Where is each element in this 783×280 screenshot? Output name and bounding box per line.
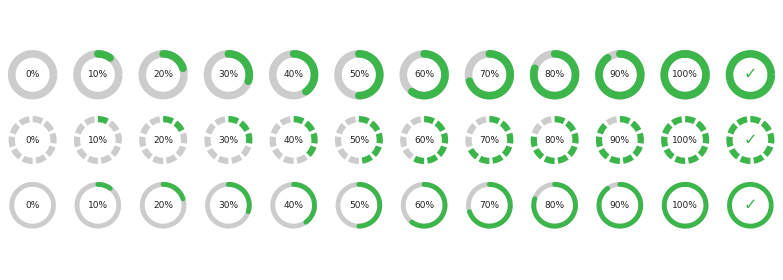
Text: 10%: 10% bbox=[88, 136, 108, 144]
Text: 0%: 0% bbox=[25, 136, 40, 144]
Text: 90%: 90% bbox=[610, 70, 630, 79]
Text: 100%: 100% bbox=[672, 70, 698, 79]
Text: 40%: 40% bbox=[283, 70, 304, 79]
Text: 30%: 30% bbox=[218, 70, 239, 79]
Text: 10%: 10% bbox=[88, 70, 108, 79]
Text: 40%: 40% bbox=[283, 201, 304, 210]
Text: 80%: 80% bbox=[544, 70, 565, 79]
Text: 80%: 80% bbox=[544, 136, 565, 144]
Text: 70%: 70% bbox=[479, 136, 500, 144]
Text: 20%: 20% bbox=[153, 201, 173, 210]
Text: 100%: 100% bbox=[672, 201, 698, 210]
Text: ✓: ✓ bbox=[744, 198, 757, 213]
Text: 20%: 20% bbox=[153, 70, 173, 79]
Text: ✓: ✓ bbox=[744, 132, 757, 148]
Text: 60%: 60% bbox=[414, 201, 435, 210]
Text: 100%: 100% bbox=[672, 136, 698, 144]
Text: 0%: 0% bbox=[25, 70, 40, 79]
Text: 40%: 40% bbox=[283, 136, 304, 144]
Text: 60%: 60% bbox=[414, 136, 435, 144]
Text: 50%: 50% bbox=[348, 70, 369, 79]
Text: 50%: 50% bbox=[348, 136, 369, 144]
Text: 60%: 60% bbox=[414, 70, 435, 79]
Text: 20%: 20% bbox=[153, 136, 173, 144]
Text: 30%: 30% bbox=[218, 136, 239, 144]
Text: 10%: 10% bbox=[88, 201, 108, 210]
Text: 30%: 30% bbox=[218, 201, 239, 210]
Text: 70%: 70% bbox=[479, 201, 500, 210]
Text: 90%: 90% bbox=[610, 201, 630, 210]
Text: 90%: 90% bbox=[610, 136, 630, 144]
Text: 0%: 0% bbox=[25, 201, 40, 210]
Text: 50%: 50% bbox=[348, 201, 369, 210]
Text: 80%: 80% bbox=[544, 201, 565, 210]
Text: ✓: ✓ bbox=[744, 67, 757, 82]
Text: 70%: 70% bbox=[479, 70, 500, 79]
